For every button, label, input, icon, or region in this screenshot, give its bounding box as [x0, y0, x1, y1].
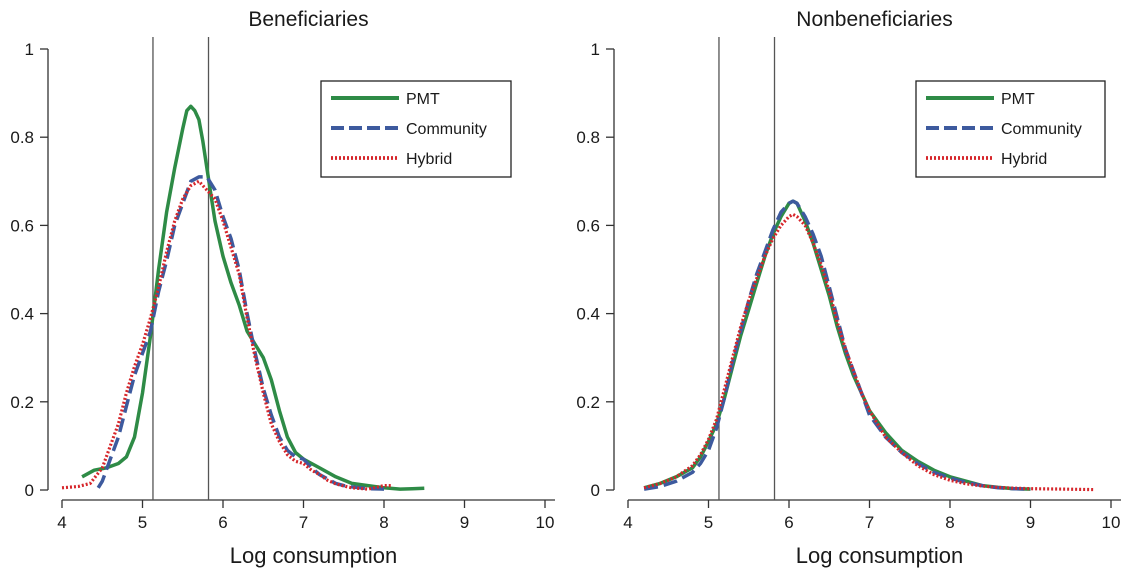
legend-label: PMT [1001, 91, 1035, 108]
series-line-community [643, 199, 1031, 491]
x-tick-label: 10 [1102, 513, 1121, 532]
y-tick-label: 0.2 [576, 393, 600, 412]
y-tick-label: 0 [591, 481, 600, 500]
x-tick-label: 8 [945, 513, 954, 532]
y-tick-label: 1 [25, 40, 34, 59]
x-tick-label: 4 [57, 513, 66, 532]
x-tick-label: 6 [218, 513, 227, 532]
y-tick-label: 0.6 [576, 216, 600, 235]
legend-label: PMT [406, 91, 440, 108]
legend-label: Community [1001, 121, 1082, 138]
x-tick-label: 10 [536, 513, 555, 532]
x-tick-label: 7 [299, 513, 308, 532]
x-tick-label: 9 [460, 513, 469, 532]
y-tick-label: 0.2 [10, 393, 34, 412]
y-tick-label: 0.4 [10, 305, 34, 324]
legend: PMT Community Hybrid [320, 80, 512, 178]
x-tick-label: 7 [865, 513, 874, 532]
legend-label: Community [406, 121, 487, 138]
chart-panel-1: Beneficiaries 0 0.2 0.4 0.6 0.8 1 4 5 6 7 8 9 10 Log c… [10, 8, 555, 568]
y-tick-label: 0 [25, 481, 34, 500]
y-tick-label: 0.6 [10, 216, 34, 235]
chart-title: Nonbeneficiaries [796, 8, 952, 31]
x-tick-label: 9 [1026, 513, 1035, 532]
y-tick-label: 0.8 [576, 128, 600, 147]
y-tick-label: 0.8 [10, 128, 34, 147]
x-tick-label: 6 [784, 513, 793, 532]
legend-label: Hybrid [1001, 151, 1047, 168]
y-tick-label: 0.4 [576, 305, 600, 324]
x-axis-label: Log consumption [796, 543, 964, 568]
chart-title: Beneficiaries [248, 8, 368, 31]
x-axis-label: Log consumption [230, 543, 398, 568]
x-tick-label: 8 [379, 513, 388, 532]
x-tick-label: 5 [138, 513, 147, 532]
legend: PMT Community Hybrid [915, 80, 1106, 178]
series-line-hybrid [643, 212, 1095, 492]
series-line-pmt [643, 199, 1031, 491]
series-line-pmt [81, 104, 425, 491]
legend-label: Hybrid [406, 151, 452, 168]
x-tick-label: 5 [704, 513, 713, 532]
y-tick-label: 1 [591, 40, 600, 59]
chart-panel-2: Nonbeneficiaries 0 0.2 0.4 0.6 0.8 1 4 5 6 7 8 9 10 Lo… [576, 8, 1121, 568]
series-line-community [96, 175, 385, 491]
x-tick-label: 4 [623, 513, 632, 532]
